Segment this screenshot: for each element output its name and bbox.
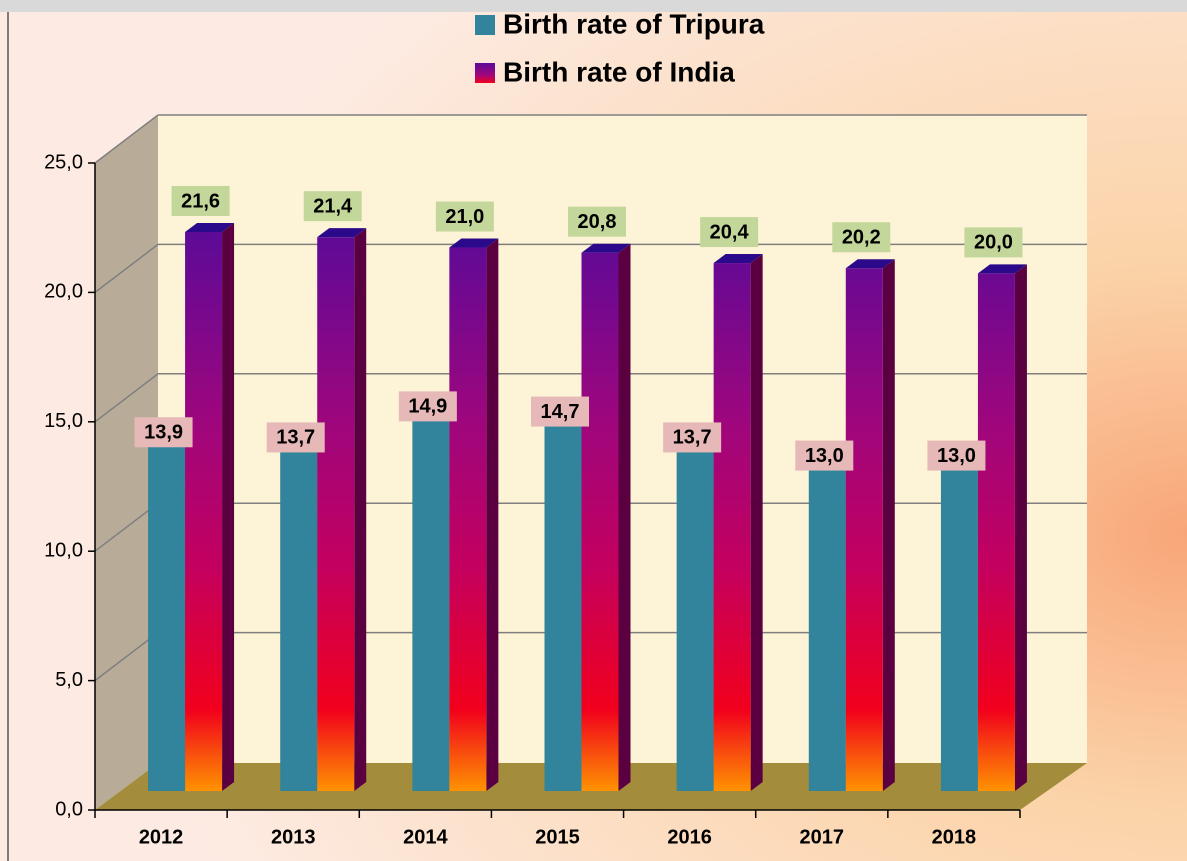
- grid-side: [94, 632, 159, 682]
- bar-side: [750, 254, 763, 792]
- bar: [845, 259, 895, 791]
- grid-side: [94, 502, 159, 552]
- x-tick-label: 2014: [403, 826, 448, 848]
- data-label: 13,0: [937, 445, 976, 467]
- bars: [148, 222, 1027, 792]
- data-label: 13,9: [144, 422, 183, 444]
- bar-front: [317, 237, 355, 792]
- bar: [449, 238, 499, 791]
- bar-top: [977, 264, 1027, 274]
- bar-side: [618, 243, 631, 792]
- bar-front: [845, 268, 883, 791]
- data-label: 20,4: [710, 221, 750, 243]
- legend-label: Birth rate of India: [503, 56, 735, 87]
- legend-swatch: [475, 63, 495, 83]
- data-label-box: [171, 185, 230, 216]
- data-label-box: [134, 417, 193, 448]
- data-label-box: [398, 391, 457, 422]
- data-label-box: [700, 217, 759, 248]
- data-label-box: [266, 422, 325, 453]
- x-tick-label: 2013: [271, 826, 316, 848]
- data-label: 21,4: [313, 195, 353, 217]
- x-tick-label: 2012: [139, 826, 184, 848]
- data-label: 14,9: [408, 396, 447, 418]
- data-label-box: [795, 440, 854, 471]
- top-bar: [0, 0, 1187, 12]
- legend-swatch: [475, 15, 495, 35]
- bar-front: [808, 454, 846, 791]
- data-label: 20,2: [842, 227, 881, 249]
- bar-top: [581, 243, 631, 253]
- bar-front: [449, 247, 487, 791]
- grid-side: [94, 114, 159, 164]
- data-label-box: [531, 396, 589, 427]
- y-tick-label: 0,0: [55, 798, 83, 820]
- bar-front: [148, 431, 186, 791]
- bar-front: [280, 436, 318, 791]
- data-label-box: [663, 422, 722, 453]
- data-label-box: [964, 227, 1023, 258]
- data-label-box: [927, 440, 986, 471]
- bar-top: [185, 222, 235, 232]
- bar-side: [882, 259, 895, 791]
- bar-front: [676, 436, 714, 791]
- bar-side: [222, 222, 235, 791]
- bar: [977, 264, 1027, 791]
- bar-top: [713, 254, 763, 264]
- bar-front: [185, 231, 223, 791]
- bar: [713, 254, 763, 792]
- data-label: 13,7: [673, 427, 712, 449]
- bar-side: [1014, 264, 1027, 791]
- data-label: 21,6: [181, 190, 220, 212]
- bar: [581, 243, 631, 792]
- data-label: 14,7: [541, 401, 580, 423]
- grid-line: [94, 114, 1087, 164]
- bar-top: [845, 259, 895, 269]
- data-label-box: [568, 206, 626, 237]
- grid-side: [94, 373, 159, 423]
- data-label: 20,8: [578, 211, 617, 233]
- y-tick-label: 25,0: [44, 151, 83, 173]
- y-tick-label: 10,0: [44, 539, 83, 561]
- bar-front: [412, 405, 450, 791]
- bar-front: [544, 410, 582, 791]
- bar-front: [940, 454, 978, 791]
- data-label: 13,0: [805, 445, 844, 467]
- data-label: 20,0: [974, 232, 1013, 254]
- x-tick-label: 2016: [667, 826, 712, 848]
- bar-side: [354, 228, 367, 792]
- bar-side: [486, 238, 499, 791]
- data-label-box: [832, 222, 891, 253]
- bar-front: [581, 252, 619, 792]
- x-tick-label: 2015: [535, 826, 580, 848]
- y-tick-label: 20,0: [44, 281, 83, 303]
- bar-front: [713, 263, 751, 792]
- x-tick-label: 2017: [800, 826, 845, 848]
- x-tick-label: 2018: [932, 826, 977, 848]
- data-label: 13,7: [276, 427, 315, 449]
- bar-top: [317, 228, 367, 238]
- bar: [317, 228, 367, 792]
- grid-side: [94, 243, 159, 293]
- bar-front: [977, 273, 1015, 791]
- y-tick-label: 5,0: [55, 669, 83, 691]
- data-label-box: [435, 201, 494, 232]
- bar-top: [449, 238, 499, 248]
- bar: [185, 222, 235, 791]
- y-tick-label: 15,0: [44, 410, 83, 432]
- data-label-box: [303, 191, 362, 222]
- side-wall: [95, 115, 158, 810]
- legend-label: Birth rate of Tripura: [503, 8, 765, 39]
- data-label: 21,0: [445, 206, 484, 228]
